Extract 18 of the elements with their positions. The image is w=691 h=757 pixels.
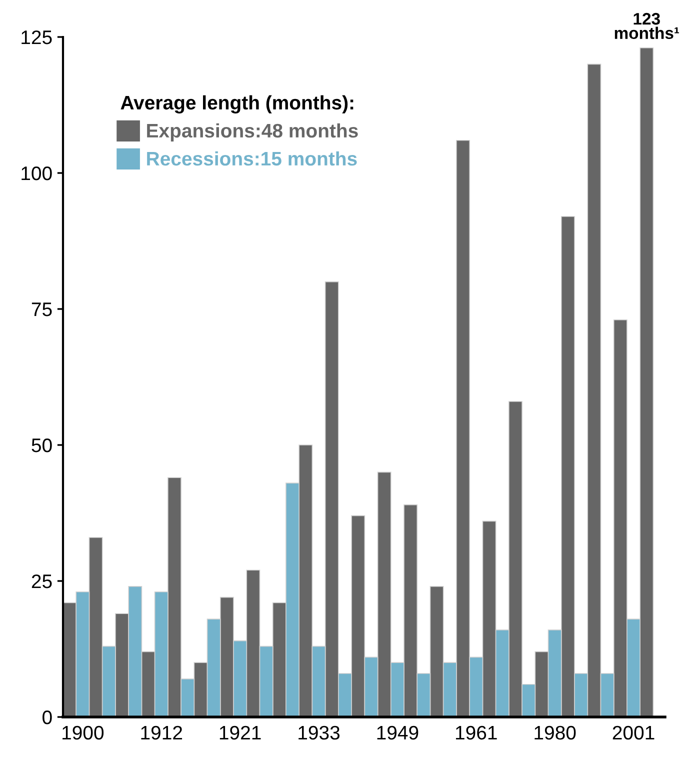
y-tick-label: 75	[32, 302, 52, 316]
x-tick-label: 1900	[62, 726, 104, 740]
legend-label: Expansions:48 months	[147, 123, 358, 142]
x-tick-label: 1949	[377, 726, 418, 740]
x-tick-label: 1980	[534, 726, 576, 740]
annotation: 123 months¹	[614, 12, 679, 40]
y-tick-label: 125	[22, 30, 52, 44]
y-tick-label: 25	[32, 574, 52, 588]
x-tick-label: 1921	[220, 726, 261, 740]
x-tick-label: 1933	[298, 726, 340, 740]
y-tick-label: 0	[42, 710, 52, 724]
legend-title: Average length (months):	[120, 95, 354, 114]
y-tick-label: 100	[22, 166, 52, 180]
x-tick-label: 2001	[612, 726, 654, 740]
x-tick-label: 1961	[456, 726, 497, 740]
y-tick-label: 50	[32, 438, 52, 452]
legend-label: Recessions:15 months	[147, 151, 357, 166]
x-tick-label: 1912	[141, 726, 182, 740]
